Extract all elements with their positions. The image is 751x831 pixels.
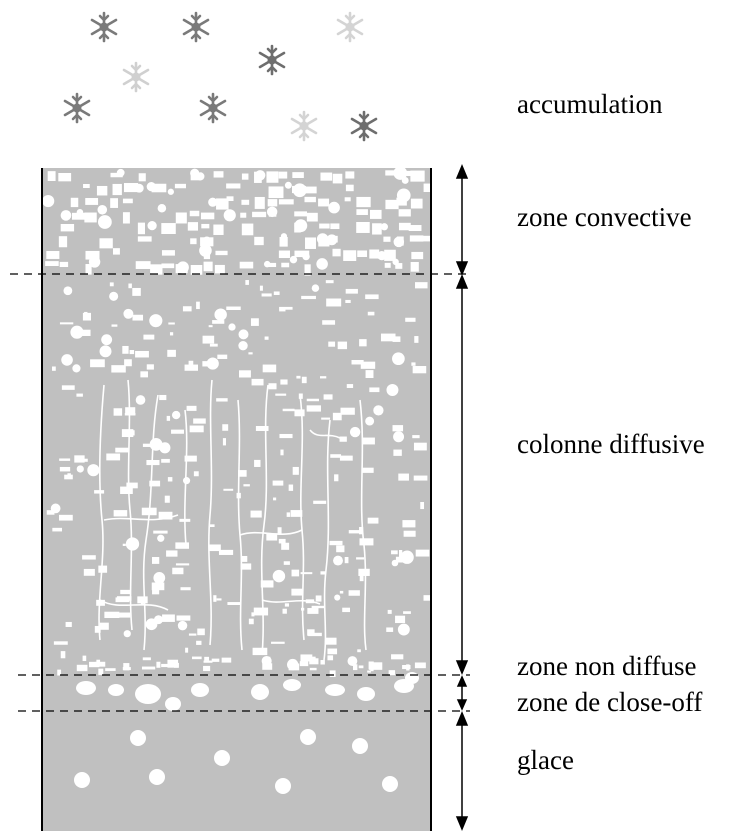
label-non-diffuse-zone: zone non diffuse [517,651,696,681]
snowflake-icon [290,110,318,142]
depth-arrows [455,164,469,831]
non-diffuse-pores [57,655,426,677]
zone-labels: accumulation zone convective colonne dif… [517,89,705,775]
arrow-convective [455,164,469,276]
snowflake-icon [258,44,286,76]
snowflakes [63,11,378,142]
snowflake-icon [63,92,91,124]
label-close-off-zone: zone de close-off [517,687,702,717]
snowflake-icon [336,11,364,43]
label-diffusive-column: colonne diffusive [517,429,705,459]
snowflake-icon [182,11,210,43]
arrow-ice [455,711,469,831]
snowflake-icon [350,110,378,142]
diffusive-channels [98,379,367,661]
snowflake-icon [122,61,150,93]
firn-column [41,168,432,831]
bubbles-close-off [76,672,419,711]
convective-pores [42,168,431,276]
snowflake-icon [199,92,227,124]
bubbles-ice [74,729,398,794]
label-accumulation: accumulation [517,89,663,119]
arrow-diffusive [455,274,469,675]
zone-boundaries [10,273,470,712]
label-ice: glace [517,745,574,775]
column-fill [42,168,431,831]
label-convective-zone: zone convective [517,202,692,232]
diffusive-pores [46,280,431,672]
arrow-non-diffuse [456,675,468,711]
snowflake-icon [90,11,118,43]
